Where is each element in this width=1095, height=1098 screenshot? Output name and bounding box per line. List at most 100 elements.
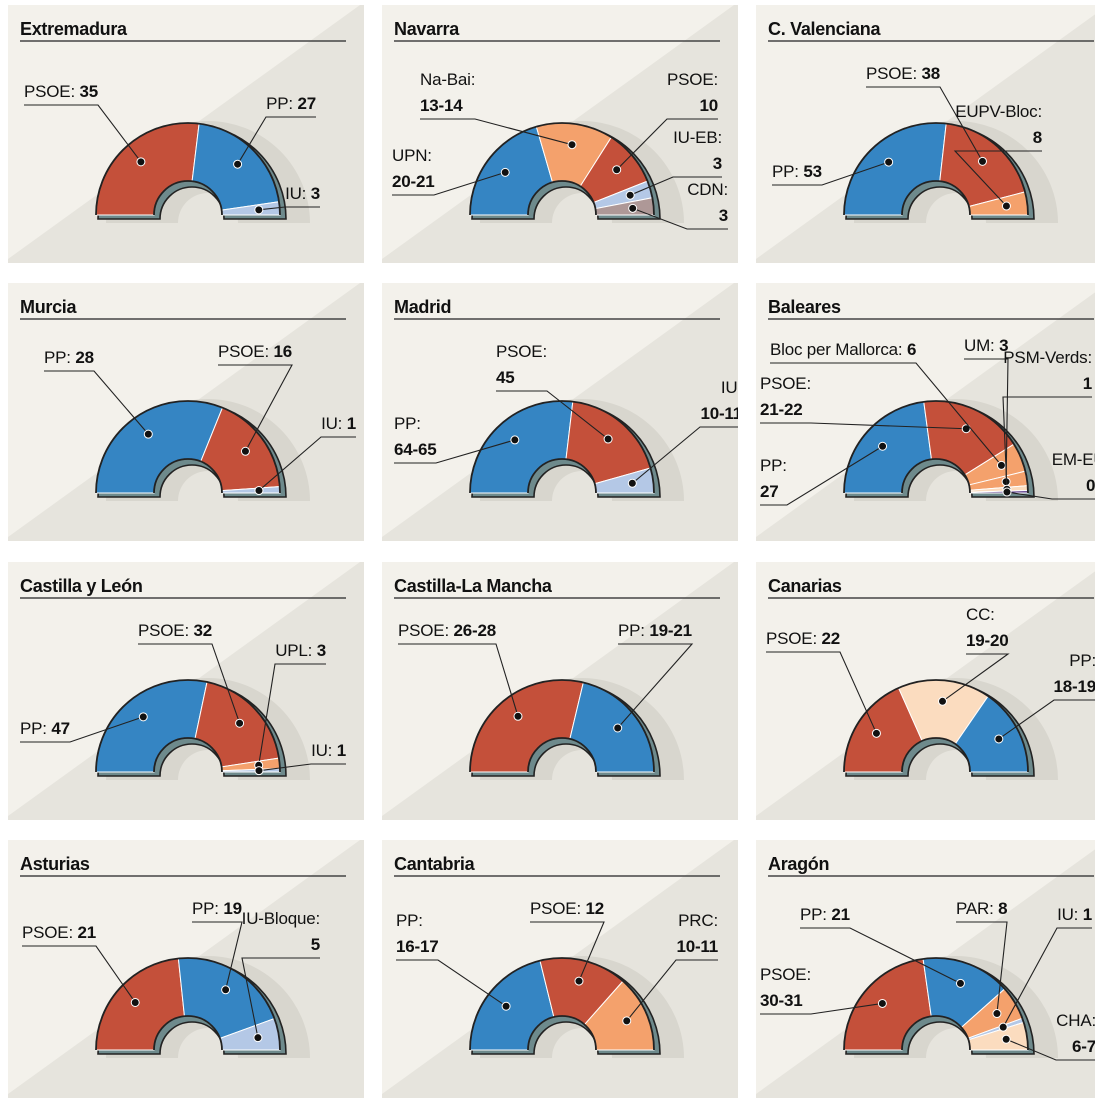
leader-dot xyxy=(567,140,577,150)
seat-count: 38 xyxy=(921,64,941,83)
leader-line xyxy=(631,426,738,484)
party-name: EUPV-Bloc: xyxy=(955,102,1042,121)
party-name: IU: xyxy=(311,741,333,760)
leader-line xyxy=(616,118,718,171)
seat-label-na-bai: Na-Bai: 13-14 xyxy=(420,67,475,119)
seat-count: 18-19 xyxy=(1053,677,1095,696)
party-name: PSOE: xyxy=(24,82,75,101)
seat-count: 1 xyxy=(346,414,356,433)
seat-label-pp: PP: 53 xyxy=(772,159,822,185)
leader-line xyxy=(24,104,142,163)
party-name: PSOE: xyxy=(530,899,581,918)
leader-dot xyxy=(884,157,894,167)
seat-count: 47 xyxy=(51,719,70,738)
leader-dot xyxy=(871,728,881,738)
party-name: PP: xyxy=(772,162,799,181)
chart-title: Madrid xyxy=(394,297,452,317)
seat-label-pp: PP: 21 xyxy=(800,902,850,928)
leader-line xyxy=(258,206,320,211)
leader-dot xyxy=(254,205,264,215)
seat-count: 19-21 xyxy=(649,621,692,640)
chart-title: Baleares xyxy=(768,297,841,317)
party-name: UPL: xyxy=(275,641,313,660)
party-name: PSOE: xyxy=(218,342,269,361)
leader-line xyxy=(1006,491,1095,500)
leader-line xyxy=(237,116,316,165)
leader-dot xyxy=(603,434,613,444)
seat-count: 30-31 xyxy=(760,991,803,1010)
party-name: PP: xyxy=(1069,651,1095,670)
seat-count: 21-22 xyxy=(760,400,803,419)
leader-line xyxy=(1002,396,1092,490)
party-name: PP: xyxy=(266,94,293,113)
leader-line xyxy=(998,699,1095,740)
seat-label-psoe: PSOE: 32 xyxy=(138,618,212,644)
party-name: PP: xyxy=(44,348,71,367)
party-name: CDN: xyxy=(687,180,728,199)
party-name: PSOE: xyxy=(496,342,547,361)
leader-dot xyxy=(240,446,250,456)
seat-label-pp: PP: 27 xyxy=(760,453,787,505)
party-name: Bloc per Mallorca: xyxy=(770,340,903,359)
seat-count: 28 xyxy=(75,348,94,367)
party-name: IU-Bloque: xyxy=(241,909,321,928)
party-name: IU: xyxy=(285,184,307,203)
seat-count: 16-17 xyxy=(396,937,439,956)
parliament-chart xyxy=(382,5,738,263)
leader-dot xyxy=(500,167,510,177)
chart-panel-castilla-y-le-n: Castilla y León PP: 47 PSOE: 32 UPL: 3 IU: 1 xyxy=(8,562,364,820)
parliament-chart xyxy=(8,283,364,541)
seat-label-um: UM: 3 xyxy=(964,333,1009,359)
leader-dot xyxy=(937,696,947,706)
leader-dot xyxy=(1001,1034,1011,1044)
leader-dot xyxy=(955,978,965,988)
leader-line xyxy=(241,957,320,1038)
seat-label-psoe: PSOE: 30-31 xyxy=(760,962,811,1014)
leader-line xyxy=(396,959,507,1007)
seat-count: 35 xyxy=(79,82,99,101)
chart-title: Castilla y León xyxy=(20,576,143,596)
leader-dot xyxy=(513,711,523,721)
seat-label-cha: CHA: 6-7 xyxy=(1056,1008,1095,1060)
seat-count: 22 xyxy=(821,629,841,648)
party-name: UM: xyxy=(964,336,995,355)
leader-dot xyxy=(233,159,243,169)
leader-line xyxy=(964,358,1009,482)
leader-dot xyxy=(878,441,888,451)
parliament-chart xyxy=(382,562,738,820)
seat-label-upn: UPN: 20-21 xyxy=(392,143,435,195)
seat-label-iu: IU: 3 xyxy=(285,181,320,207)
seat-label-pp: PP: 64-65 xyxy=(394,411,437,463)
seat-label-iu-eb: IU-EB: 3 xyxy=(673,125,722,177)
leader-line xyxy=(766,651,877,734)
leader-line xyxy=(617,643,694,729)
seat-count: 20-21 xyxy=(392,172,435,191)
seat-count: 26-28 xyxy=(453,621,497,640)
leader-dot xyxy=(501,1001,511,1011)
seat-count: 32 xyxy=(193,621,213,640)
seat-label-psoe: PSOE: 21-22 xyxy=(760,371,811,423)
seat-label-psoe: PSOE: 21 xyxy=(22,920,96,946)
party-name: CC: xyxy=(966,605,995,624)
leader-line xyxy=(192,921,243,990)
seat-count: 6-7 xyxy=(1072,1037,1095,1056)
party-name: IU: xyxy=(321,414,343,433)
seat-label-iu: IU: 10-11 xyxy=(700,375,738,427)
leader-dot xyxy=(613,723,623,733)
seat-label-prc: PRC: 10-11 xyxy=(676,908,718,960)
leader-dot xyxy=(622,1016,632,1026)
leader-line xyxy=(956,921,1008,1014)
seat-count: 1 xyxy=(336,741,346,760)
leader-line xyxy=(258,436,356,491)
leader-line xyxy=(953,150,1042,207)
party-name: PP: xyxy=(618,621,645,640)
seat-label-pp: PP: 19-21 xyxy=(618,618,692,644)
seat-label-pp: PP: 16-17 xyxy=(396,908,439,960)
leader-line xyxy=(626,959,718,1022)
leader-dot xyxy=(254,766,264,776)
seat-label-psoe: PSOE: 35 xyxy=(24,79,98,105)
leader-line xyxy=(760,422,967,430)
parliament-chart xyxy=(756,5,1095,263)
seat-label-iu: IU: 1 xyxy=(321,411,356,437)
seat-count: 10 xyxy=(699,96,718,115)
